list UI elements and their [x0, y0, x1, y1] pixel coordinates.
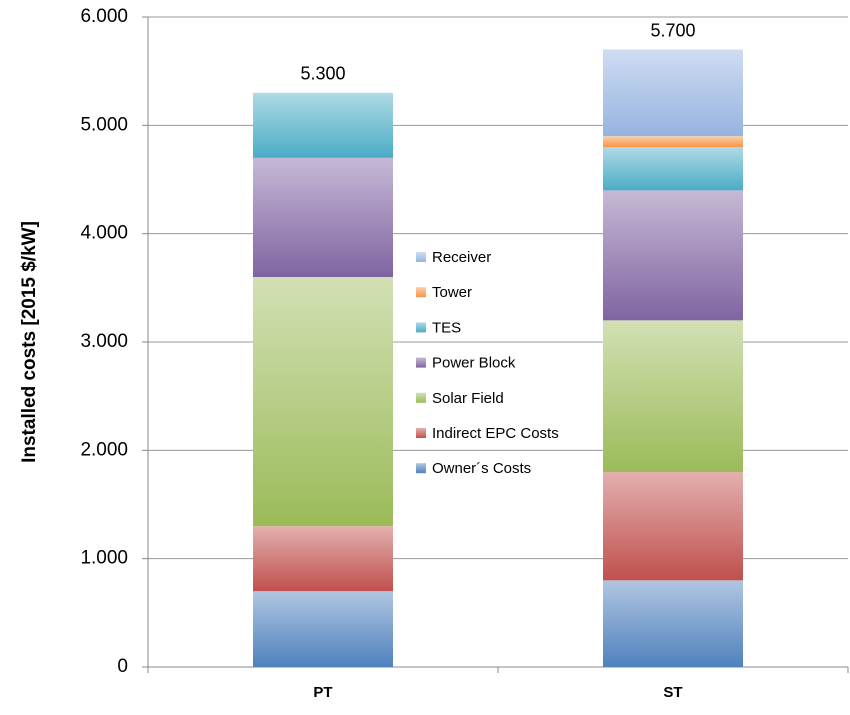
- legend-label: Receiver: [432, 249, 491, 266]
- y-tick-label: 3.000: [80, 331, 128, 352]
- bar-segment: [603, 190, 743, 321]
- bar-segment: [253, 277, 393, 527]
- legend-label: Indirect EPC Costs: [432, 425, 559, 442]
- y-tick-label: 5.000: [80, 114, 128, 135]
- y-tick-label: 4.000: [80, 223, 128, 244]
- legend-label: Solar Field: [432, 390, 504, 407]
- x-tick-label: PT: [313, 684, 332, 701]
- total-label: 5.300: [300, 64, 345, 84]
- bar-segment: [253, 157, 393, 277]
- x-tick-label: ST: [663, 684, 682, 701]
- y-tick-label: 2.000: [80, 439, 128, 460]
- y-tick-label: 0: [117, 656, 128, 677]
- bar-segment: [603, 49, 743, 137]
- legend-swatch: [416, 392, 426, 403]
- legend-swatch: [416, 287, 426, 298]
- bar-segment: [603, 580, 743, 667]
- legend-swatch: [416, 252, 426, 262]
- legend-swatch: [416, 463, 426, 474]
- bar-segment: [603, 320, 743, 472]
- bar-segment: [603, 147, 743, 191]
- legend-swatch: [416, 322, 426, 333]
- legend-label: Power Block: [432, 355, 516, 372]
- legend-label: Owner´s Costs: [432, 460, 531, 477]
- bar-segment: [603, 136, 743, 147]
- total-label: 5.700: [650, 20, 695, 40]
- legend-swatch: [416, 428, 426, 438]
- y-axis-label: Installed costs [2015 $/kW]: [19, 221, 40, 463]
- bar-segment: [253, 591, 393, 667]
- y-tick-label: 1.000: [80, 548, 128, 569]
- legend-label: TES: [432, 319, 461, 336]
- y-tick-label: 6.000: [80, 6, 128, 27]
- legend-swatch: [416, 357, 426, 368]
- bar-segment: [253, 526, 393, 592]
- legend-label: Tower: [432, 284, 472, 301]
- bar-segment: [603, 472, 743, 581]
- bar-segment: [253, 92, 393, 158]
